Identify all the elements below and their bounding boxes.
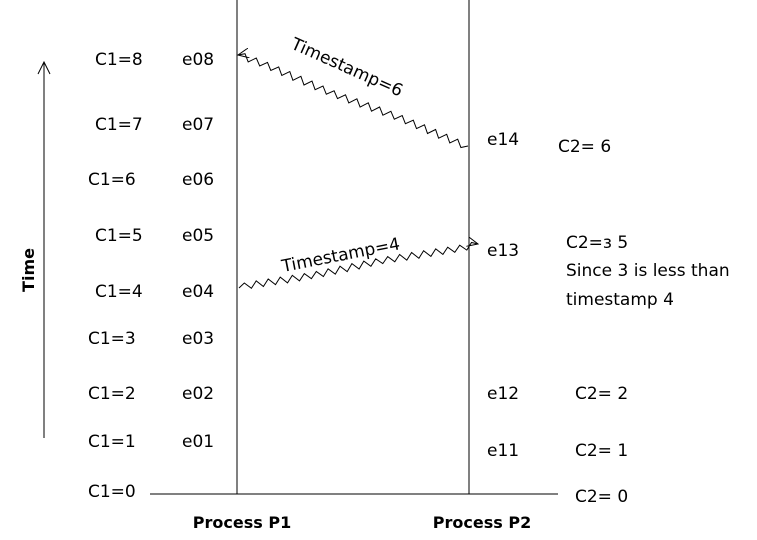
p1-event-e08: e08 — [182, 50, 214, 70]
p1-event-e06: e06 — [182, 170, 214, 190]
message-arrow-e04-to-e13 — [238, 243, 478, 290]
process-p2-label: Process P2 — [433, 513, 531, 532]
message-arrow-e14-to-e08 — [238, 54, 469, 149]
p1-event-e01: e01 — [182, 432, 214, 452]
p2-event-e14: e14 — [487, 130, 519, 150]
process-p1-label: Process P1 — [193, 513, 291, 532]
message-timestamp-6: Timestamp=6 — [287, 34, 406, 101]
p1-event-e02: e02 — [182, 384, 214, 404]
p1-clock-6: C1=6 — [88, 170, 136, 190]
p1-clock-5: C1=5 — [95, 226, 143, 246]
p1-clock-7: C1=7 — [95, 115, 143, 135]
p1-event-e04: e04 — [182, 282, 214, 302]
p2-clock-5: C2=з 5 — [566, 233, 628, 253]
p1-clock-1: C1=1 — [88, 432, 136, 452]
p2-event-e12: e12 — [487, 384, 519, 404]
p2-event-e11: e11 — [487, 441, 519, 461]
p1-clock-0: C1=0 — [88, 482, 136, 502]
p2-clock-0: C2= 0 — [575, 487, 628, 507]
p1-event-e07: e07 — [182, 115, 214, 135]
p2-event-e13: e13 — [487, 241, 519, 261]
time-axis-arrowhead — [37, 60, 51, 75]
p1-clock-2: C1=2 — [88, 384, 136, 404]
p2-clock-2: C2= 2 — [575, 384, 628, 404]
time-axis-label: Time — [19, 248, 38, 292]
p2-clock-1: C2= 1 — [575, 441, 628, 461]
p1-clock-3: C1=3 — [88, 329, 136, 349]
note-line-1: Since 3 is less than — [566, 261, 730, 281]
note-line-2: timestamp 4 — [566, 290, 674, 310]
message-timestamp-4: Timestamp=4 — [279, 234, 402, 277]
p1-event-e03: e03 — [182, 329, 214, 349]
p1-clock-8: C1=8 — [95, 50, 143, 70]
p1-event-e05: e05 — [182, 226, 214, 246]
p1-clock-4: C1=4 — [95, 282, 143, 302]
p2-clock-6: C2= 6 — [558, 137, 611, 157]
